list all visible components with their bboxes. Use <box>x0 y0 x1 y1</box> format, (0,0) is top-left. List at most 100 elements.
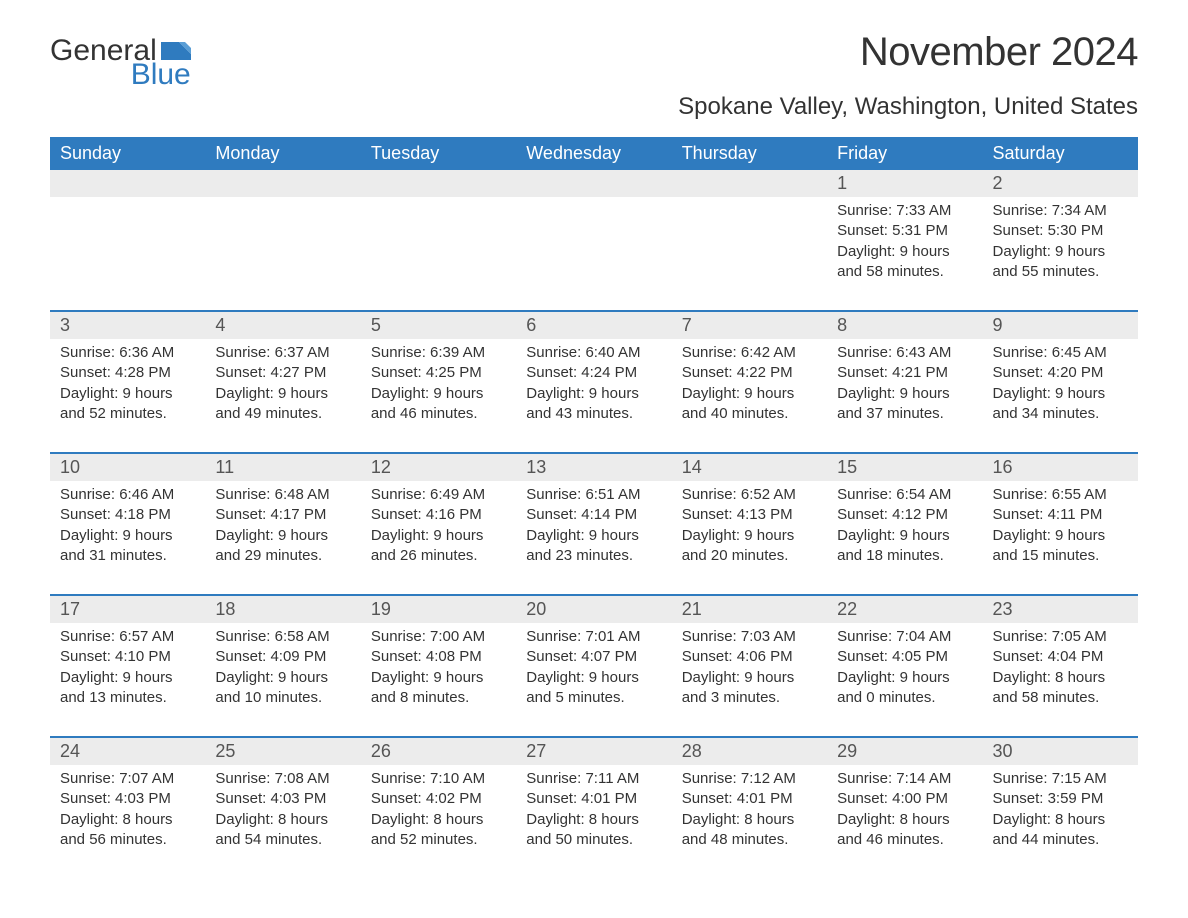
day-cell: 6Sunrise: 6:40 AMSunset: 4:24 PMDaylight… <box>516 312 671 432</box>
day-sunset: Sunset: 4:18 PM <box>60 505 195 525</box>
day-body: Sunrise: 6:52 AMSunset: 4:13 PMDaylight:… <box>672 481 827 566</box>
day-body: Sunrise: 7:11 AMSunset: 4:01 PMDaylight:… <box>516 765 671 850</box>
day-daylight1: Daylight: 8 hours <box>526 810 661 830</box>
day-daylight2: and 52 minutes. <box>60 404 195 424</box>
day-sunrise: Sunrise: 7:07 AM <box>60 769 195 789</box>
day-daylight2: and 54 minutes. <box>215 830 350 850</box>
day-daylight1: Daylight: 9 hours <box>993 242 1128 262</box>
day-cell: 21Sunrise: 7:03 AMSunset: 4:06 PMDayligh… <box>672 596 827 716</box>
day-daylight2: and 49 minutes. <box>215 404 350 424</box>
location-text: Spokane Valley, Washington, United State… <box>678 93 1138 121</box>
day-daylight2: and 56 minutes. <box>60 830 195 850</box>
day-number: 14 <box>672 454 827 481</box>
day-cell: 27Sunrise: 7:11 AMSunset: 4:01 PMDayligh… <box>516 738 671 858</box>
calendar: SundayMondayTuesdayWednesdayThursdayFrid… <box>50 137 1138 858</box>
day-body: Sunrise: 7:12 AMSunset: 4:01 PMDaylight:… <box>672 765 827 850</box>
day-daylight2: and 26 minutes. <box>371 546 506 566</box>
weekday-header: Wednesday <box>516 137 671 170</box>
day-sunrise: Sunrise: 7:15 AM <box>993 769 1128 789</box>
day-cell <box>361 170 516 290</box>
day-daylight2: and 44 minutes. <box>993 830 1128 850</box>
day-daylight2: and 37 minutes. <box>837 404 972 424</box>
day-sunset: Sunset: 4:25 PM <box>371 363 506 383</box>
day-body: Sunrise: 6:45 AMSunset: 4:20 PMDaylight:… <box>983 339 1138 424</box>
day-sunset: Sunset: 4:20 PM <box>993 363 1128 383</box>
day-body: Sunrise: 6:48 AMSunset: 4:17 PMDaylight:… <box>205 481 360 566</box>
day-sunset: Sunset: 4:24 PM <box>526 363 661 383</box>
day-number: 1 <box>827 170 982 197</box>
day-sunset: Sunset: 4:03 PM <box>60 789 195 809</box>
day-number: 28 <box>672 738 827 765</box>
day-sunrise: Sunrise: 7:34 AM <box>993 201 1128 221</box>
day-body: Sunrise: 6:36 AMSunset: 4:28 PMDaylight:… <box>50 339 205 424</box>
day-daylight2: and 18 minutes. <box>837 546 972 566</box>
day-cell: 15Sunrise: 6:54 AMSunset: 4:12 PMDayligh… <box>827 454 982 574</box>
day-cell: 8Sunrise: 6:43 AMSunset: 4:21 PMDaylight… <box>827 312 982 432</box>
day-number: 5 <box>361 312 516 339</box>
day-body: Sunrise: 6:55 AMSunset: 4:11 PMDaylight:… <box>983 481 1138 566</box>
day-sunset: Sunset: 4:28 PM <box>60 363 195 383</box>
day-number <box>50 170 205 197</box>
day-number: 10 <box>50 454 205 481</box>
day-cell: 3Sunrise: 6:36 AMSunset: 4:28 PMDaylight… <box>50 312 205 432</box>
day-body: Sunrise: 7:04 AMSunset: 4:05 PMDaylight:… <box>827 623 982 708</box>
day-number: 11 <box>205 454 360 481</box>
day-sunset: Sunset: 4:09 PM <box>215 647 350 667</box>
day-number <box>672 170 827 197</box>
day-number: 16 <box>983 454 1138 481</box>
day-daylight1: Daylight: 9 hours <box>371 526 506 546</box>
day-cell: 17Sunrise: 6:57 AMSunset: 4:10 PMDayligh… <box>50 596 205 716</box>
day-cell: 28Sunrise: 7:12 AMSunset: 4:01 PMDayligh… <box>672 738 827 858</box>
day-number: 21 <box>672 596 827 623</box>
day-sunset: Sunset: 4:05 PM <box>837 647 972 667</box>
day-sunrise: Sunrise: 6:58 AM <box>215 627 350 647</box>
day-body: Sunrise: 7:10 AMSunset: 4:02 PMDaylight:… <box>361 765 516 850</box>
day-daylight2: and 43 minutes. <box>526 404 661 424</box>
day-sunset: Sunset: 4:16 PM <box>371 505 506 525</box>
day-cell: 20Sunrise: 7:01 AMSunset: 4:07 PMDayligh… <box>516 596 671 716</box>
day-daylight1: Daylight: 9 hours <box>682 526 817 546</box>
day-body: Sunrise: 7:07 AMSunset: 4:03 PMDaylight:… <box>50 765 205 850</box>
day-daylight2: and 46 minutes. <box>371 404 506 424</box>
day-sunset: Sunset: 4:17 PM <box>215 505 350 525</box>
day-cell: 5Sunrise: 6:39 AMSunset: 4:25 PMDaylight… <box>361 312 516 432</box>
day-daylight1: Daylight: 9 hours <box>60 526 195 546</box>
week-row: 24Sunrise: 7:07 AMSunset: 4:03 PMDayligh… <box>50 736 1138 858</box>
day-daylight1: Daylight: 9 hours <box>215 668 350 688</box>
day-sunrise: Sunrise: 7:10 AM <box>371 769 506 789</box>
day-sunrise: Sunrise: 6:36 AM <box>60 343 195 363</box>
day-daylight2: and 3 minutes. <box>682 688 817 708</box>
day-sunset: Sunset: 4:08 PM <box>371 647 506 667</box>
day-number: 24 <box>50 738 205 765</box>
day-sunset: Sunset: 4:00 PM <box>837 789 972 809</box>
day-sunset: Sunset: 4:03 PM <box>215 789 350 809</box>
day-daylight2: and 46 minutes. <box>837 830 972 850</box>
day-daylight1: Daylight: 8 hours <box>371 810 506 830</box>
day-sunrise: Sunrise: 7:08 AM <box>215 769 350 789</box>
day-number: 29 <box>827 738 982 765</box>
day-sunset: Sunset: 4:27 PM <box>215 363 350 383</box>
day-sunrise: Sunrise: 6:51 AM <box>526 485 661 505</box>
day-daylight2: and 40 minutes. <box>682 404 817 424</box>
day-number: 3 <box>50 312 205 339</box>
day-cell: 13Sunrise: 6:51 AMSunset: 4:14 PMDayligh… <box>516 454 671 574</box>
day-sunset: Sunset: 4:07 PM <box>526 647 661 667</box>
day-body: Sunrise: 6:54 AMSunset: 4:12 PMDaylight:… <box>827 481 982 566</box>
day-daylight1: Daylight: 8 hours <box>682 810 817 830</box>
day-daylight2: and 5 minutes. <box>526 688 661 708</box>
day-body: Sunrise: 6:40 AMSunset: 4:24 PMDaylight:… <box>516 339 671 424</box>
day-sunset: Sunset: 4:10 PM <box>60 647 195 667</box>
header-row: General Blue November 2024 Spokane Valle… <box>50 30 1138 129</box>
day-sunrise: Sunrise: 6:45 AM <box>993 343 1128 363</box>
day-cell: 23Sunrise: 7:05 AMSunset: 4:04 PMDayligh… <box>983 596 1138 716</box>
logo-text-blue: Blue <box>61 60 191 90</box>
day-sunrise: Sunrise: 7:12 AM <box>682 769 817 789</box>
day-daylight1: Daylight: 9 hours <box>526 526 661 546</box>
day-daylight1: Daylight: 9 hours <box>60 384 195 404</box>
day-daylight2: and 15 minutes. <box>993 546 1128 566</box>
day-sunrise: Sunrise: 7:00 AM <box>371 627 506 647</box>
day-sunrise: Sunrise: 6:49 AM <box>371 485 506 505</box>
day-body: Sunrise: 6:46 AMSunset: 4:18 PMDaylight:… <box>50 481 205 566</box>
day-daylight2: and 48 minutes. <box>682 830 817 850</box>
weekday-header: Monday <box>205 137 360 170</box>
